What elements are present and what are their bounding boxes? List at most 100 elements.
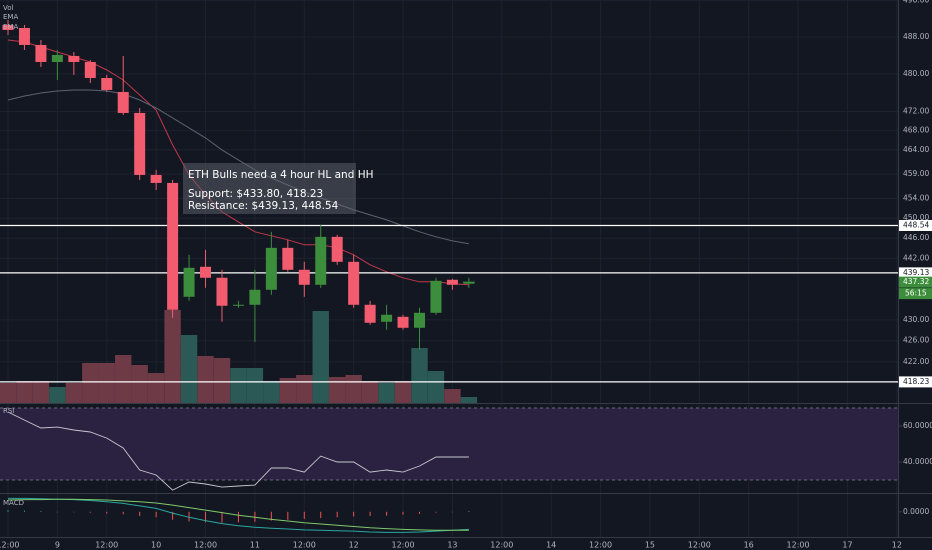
volume-bar — [361, 381, 379, 403]
rsi-line — [7, 411, 469, 491]
x-tick-label: 12 — [892, 541, 902, 550]
volume-bar — [213, 358, 231, 403]
volume-bar — [115, 355, 132, 403]
candle-body — [216, 277, 228, 306]
candle-body — [51, 54, 63, 62]
y-tick-label: 459.00 — [903, 169, 929, 178]
candle-body — [364, 304, 376, 323]
y-tick-label: 464.00 — [903, 145, 929, 154]
candle-body — [348, 261, 360, 305]
macd-histogram-bar — [155, 511, 157, 518]
macd-histogram-bar — [23, 510, 25, 512]
volume-bar — [164, 310, 181, 403]
volume-bar — [378, 383, 395, 403]
candle-body — [101, 77, 113, 90]
ema-line — [7, 89, 469, 245]
last-price-label: 437.32 — [903, 277, 929, 286]
macd-histogram-bar — [205, 511, 207, 523]
volume-bar — [460, 397, 478, 403]
annotation-box — [183, 163, 356, 214]
level-label: 418.23 — [903, 377, 929, 386]
volume-bar — [16, 381, 33, 403]
rsi-tick-label: 40.0000 — [903, 457, 932, 466]
signal-line — [7, 498, 469, 531]
x-tick-label: 12 — [349, 541, 359, 550]
macd-histogram-bar — [435, 511, 437, 513]
macd-histogram-bar — [139, 511, 141, 516]
volume-bar — [32, 381, 50, 403]
annotation-line: Support: $433.80, 418.23 — [188, 188, 323, 200]
y-tick-label: 430.00 — [903, 315, 929, 324]
volume-bar — [230, 368, 247, 403]
candle-body — [397, 316, 409, 328]
candle-body — [84, 61, 96, 78]
volume-bar — [49, 387, 66, 403]
candle-body — [298, 269, 310, 285]
volume-bar — [82, 363, 99, 403]
x-tick-label: 12:00 — [392, 541, 415, 550]
x-tick-label: 16 — [744, 541, 754, 550]
candle-body — [18, 27, 30, 45]
candle-body — [117, 91, 129, 113]
x-tick-label: 12:00 — [95, 541, 118, 550]
macd-histogram-bar — [172, 511, 174, 520]
volume-bar — [312, 311, 329, 403]
x-tick-label: 12:00 — [0, 541, 20, 550]
volume-bar — [98, 363, 115, 403]
pane-label: RSI — [3, 407, 14, 415]
volume-bar — [263, 381, 280, 403]
candle-body — [167, 182, 179, 310]
candle-body — [430, 280, 442, 313]
y-tick-label: 446.00 — [903, 233, 929, 242]
macd-histogram-bar — [303, 511, 305, 519]
level-label: 448.54 — [903, 220, 929, 229]
macd-histogram-bar — [270, 511, 272, 521]
candle-body — [134, 112, 146, 175]
macd-histogram-bar — [89, 511, 91, 513]
x-tick-label: 11 — [250, 541, 260, 550]
volume-bar — [131, 365, 148, 403]
candle-body — [331, 236, 343, 262]
candle-body — [446, 279, 458, 285]
macd-histogram-bar — [386, 511, 388, 516]
macd-histogram-bar — [353, 511, 355, 517]
macd-histogram-bar — [320, 511, 322, 519]
candle-body — [265, 247, 277, 290]
volume-bar — [197, 356, 214, 403]
macd-line — [8, 497, 469, 533]
macd-histogram-bar — [106, 511, 108, 514]
rsi-tick-label: 60.0000 — [903, 421, 932, 430]
candle-body — [183, 267, 195, 297]
macd-histogram-bar — [221, 511, 223, 523]
level-label: 439.13 — [903, 268, 929, 277]
volume-bar — [427, 371, 445, 403]
x-tick-label: 12:00 — [787, 541, 810, 550]
y-tick-label: 426.00 — [903, 336, 929, 345]
last-price-tag — [899, 276, 932, 288]
y-tick-label: 496.00 — [903, 0, 929, 5]
x-tick-label: 12:00 — [688, 541, 711, 550]
x-tick-label: 9 — [55, 541, 60, 550]
candle-body — [200, 266, 212, 278]
legend-label: Vol — [3, 4, 14, 12]
y-tick-label: 422.00 — [903, 357, 929, 366]
macd-histogram-bar — [468, 510, 470, 512]
macd-histogram-bar — [237, 511, 239, 523]
macd-histogram-bar — [7, 510, 9, 512]
x-tick-label: 12:00 — [194, 541, 217, 550]
candle-body — [150, 174, 162, 183]
volume-bar — [65, 383, 83, 403]
macd-histogram-bar — [451, 511, 453, 513]
macd-histogram-bar — [336, 511, 338, 518]
candle-body — [381, 314, 393, 322]
countdown-tag — [899, 288, 932, 300]
ema-line — [7, 39, 469, 286]
rsi-band — [0, 408, 898, 481]
macd-histogram-bar — [287, 511, 289, 520]
x-tick-label: 14 — [546, 541, 556, 550]
macd-histogram-bar — [56, 511, 58, 513]
macd-histogram-bar — [40, 510, 42, 512]
y-tick-label: 468.00 — [903, 126, 929, 135]
candle-body — [68, 55, 80, 62]
level-tag — [899, 219, 932, 231]
